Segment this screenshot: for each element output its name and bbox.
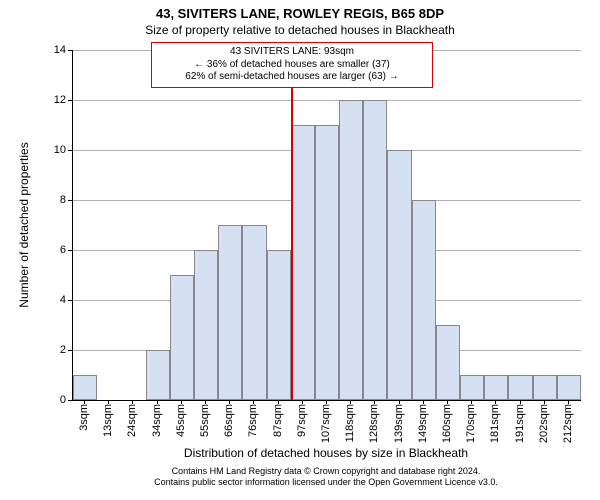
y-axis-label: Number of detached properties bbox=[17, 142, 31, 307]
histogram-bar bbox=[267, 250, 291, 400]
y-tick-label: 8 bbox=[36, 194, 66, 206]
x-tick-label: 3sqm bbox=[78, 404, 90, 431]
x-tick-label: 128sqm bbox=[368, 404, 380, 443]
annotation-line-1: 43 SIVITERS LANE: 93sqm bbox=[158, 46, 426, 59]
annotation-line-2: ← 36% of detached houses are smaller (37… bbox=[158, 59, 426, 72]
x-tick-label: 139sqm bbox=[393, 404, 405, 443]
x-tick-label: 202sqm bbox=[538, 404, 550, 443]
x-tick-label: 13sqm bbox=[102, 404, 114, 437]
histogram-bar bbox=[387, 150, 411, 400]
x-tick-label: 160sqm bbox=[441, 404, 453, 443]
x-axis-label: Distribution of detached houses by size … bbox=[72, 446, 580, 460]
histogram-bar bbox=[170, 275, 194, 400]
chart-title-main: 43, SIVITERS LANE, ROWLEY REGIS, B65 8DP bbox=[0, 6, 600, 21]
histogram-bar bbox=[242, 225, 266, 400]
y-tick-mark bbox=[68, 250, 72, 251]
x-tick-label: 87sqm bbox=[272, 404, 284, 437]
y-tick-label: 2 bbox=[36, 344, 66, 356]
x-tick-label: 118sqm bbox=[344, 404, 356, 442]
histogram-bar bbox=[412, 200, 436, 400]
y-tick-mark bbox=[68, 150, 72, 151]
histogram-bar bbox=[533, 375, 557, 400]
y-tick-label: 14 bbox=[36, 44, 66, 56]
x-tick-label: 170sqm bbox=[465, 404, 477, 443]
x-tick-label: 76sqm bbox=[247, 404, 259, 437]
x-tick-label: 24sqm bbox=[126, 404, 138, 437]
y-tick-label: 6 bbox=[36, 244, 66, 256]
histogram-bar bbox=[339, 100, 363, 400]
histogram-bar bbox=[508, 375, 532, 400]
y-tick-label: 12 bbox=[36, 94, 66, 106]
histogram-bar bbox=[218, 225, 242, 400]
credits-line-2: Contains public sector information licen… bbox=[72, 477, 580, 488]
y-tick-mark bbox=[68, 200, 72, 201]
histogram-bar bbox=[436, 325, 460, 400]
histogram-bar bbox=[146, 350, 170, 400]
x-tick-label: 55sqm bbox=[199, 404, 211, 437]
x-tick-label: 191sqm bbox=[514, 404, 526, 443]
histogram-bar bbox=[291, 125, 315, 400]
x-tick-label: 149sqm bbox=[417, 404, 429, 443]
y-tick-mark bbox=[68, 400, 72, 401]
y-tick-label: 4 bbox=[36, 294, 66, 306]
y-tick-mark bbox=[68, 350, 72, 351]
histogram-bar bbox=[460, 375, 484, 400]
histogram-bar bbox=[557, 375, 581, 400]
chart-title-sub: Size of property relative to detached ho… bbox=[0, 23, 600, 37]
reference-line bbox=[291, 50, 293, 400]
plot-area: 43 SIVITERS LANE: 93sqm ← 36% of detache… bbox=[72, 50, 581, 401]
x-tick-label: 34sqm bbox=[151, 404, 163, 437]
annotation-line-3: 62% of semi-detached houses are larger (… bbox=[158, 71, 426, 84]
y-tick-mark bbox=[68, 50, 72, 51]
x-tick-label: 45sqm bbox=[175, 404, 187, 437]
y-tick-mark bbox=[68, 300, 72, 301]
histogram-bar bbox=[73, 375, 97, 400]
annotation-box: 43 SIVITERS LANE: 93sqm ← 36% of detache… bbox=[151, 42, 433, 88]
chart-container: 43, SIVITERS LANE, ROWLEY REGIS, B65 8DP… bbox=[0, 0, 600, 500]
x-tick-label: 66sqm bbox=[223, 404, 235, 437]
histogram-bar bbox=[363, 100, 387, 400]
x-tick-label: 212sqm bbox=[562, 404, 574, 443]
histogram-bar bbox=[315, 125, 339, 400]
y-tick-label: 0 bbox=[36, 394, 66, 406]
credits-block: Contains HM Land Registry data © Crown c… bbox=[72, 466, 580, 489]
x-tick-label: 97sqm bbox=[296, 404, 308, 437]
y-tick-mark bbox=[68, 100, 72, 101]
histogram-bar bbox=[194, 250, 218, 400]
credits-line-1: Contains HM Land Registry data © Crown c… bbox=[72, 466, 580, 477]
gridline bbox=[73, 100, 581, 101]
histogram-bar bbox=[484, 375, 508, 400]
x-tick-label: 181sqm bbox=[489, 404, 501, 443]
x-tick-label: 107sqm bbox=[320, 404, 332, 443]
y-tick-label: 10 bbox=[36, 144, 66, 156]
